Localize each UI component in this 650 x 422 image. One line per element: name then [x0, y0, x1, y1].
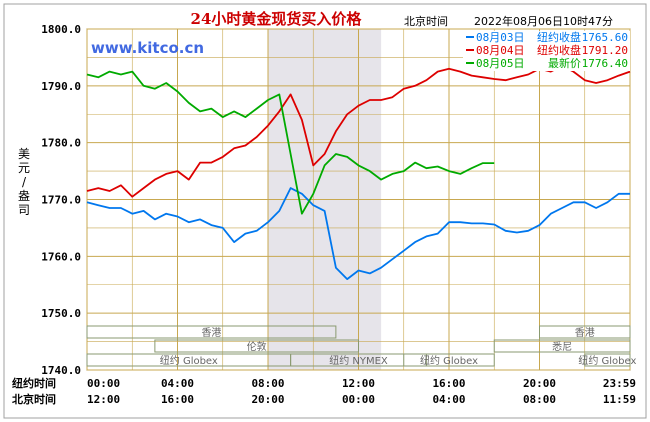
market-session-label: 纽约 Globex	[420, 354, 478, 367]
market-session-label: 纽约 NYMEX	[329, 354, 388, 367]
y-axis-label-4: 盎	[18, 189, 30, 203]
y-axis-ticks: 1800.0 1790.0 1780.0 1770.0 1760.0 1750.0 1740…	[41, 23, 81, 377]
market-session-box	[584, 353, 631, 367]
x-tick-label: 16:00	[432, 377, 465, 390]
x-tick-label: 23:59	[603, 377, 636, 390]
market-session-label: 纽约 Globex	[160, 354, 218, 367]
market-session-label: 悉尼	[552, 341, 572, 353]
market-session-box	[539, 325, 631, 339]
x-tick-label: 16:00	[161, 393, 194, 406]
x-tick-label: 04:00	[432, 393, 465, 406]
legend-text: 最新价	[548, 56, 581, 70]
legend-value: 1776.40	[582, 57, 628, 70]
market-session-box	[290, 353, 427, 367]
y-axis-label-1: 美	[18, 147, 30, 161]
x-tick-label: 00:00	[342, 393, 375, 406]
market-session-box	[154, 339, 359, 353]
market-session-box	[86, 325, 337, 339]
timestamp-label: 北京时间	[404, 14, 448, 28]
legend-name: 08月03日	[476, 31, 525, 44]
chart-title: 24小时黄金现货买入价格	[191, 10, 363, 28]
y-axis-label-5: 司	[18, 203, 30, 217]
y-tick-label: 1760.0	[41, 250, 81, 263]
site-watermark: www.kitco.cn	[91, 39, 204, 57]
x-tick-label: 12:00	[87, 393, 120, 406]
x-tick-label: 11:59	[603, 393, 636, 406]
legend-value: 1765.60	[582, 31, 628, 44]
market-session-label: 伦敦	[247, 340, 267, 353]
x-tick-label: 04:00	[161, 377, 194, 390]
y-tick-label: 1780.0	[41, 137, 81, 150]
x-tick-label: 00:00	[87, 377, 120, 390]
legend-text: 纽约收盘	[537, 30, 581, 44]
y-tick-label: 1790.0	[41, 80, 81, 93]
y-tick-label: 1740.0	[41, 364, 81, 377]
series-line-3	[86, 70, 495, 215]
timestamp: 2022年08月06日10时47分	[474, 14, 613, 28]
y-tick-label: 1750.0	[41, 307, 81, 320]
y-tick-label: 1800.0	[41, 23, 81, 36]
y-tick-label: 1770.0	[41, 194, 81, 207]
x-tick-label: 20:00	[523, 377, 556, 390]
series-line-1	[86, 187, 630, 281]
legend-name: 08月05日	[476, 57, 525, 70]
legend-value: 1791.20	[582, 44, 628, 57]
legend-background	[463, 31, 630, 71]
x-tick-label: 12:00	[342, 377, 375, 390]
y-axis-label-3: /	[22, 175, 27, 189]
x-tick-label: 08:00	[251, 377, 284, 390]
legend: 08月03日 纽约收盘 1765.60 08月04日 纽约收盘 1791.20 08月05日…	[463, 30, 630, 71]
market-session-label: 香港	[575, 327, 595, 339]
y-axis-label-2: 元	[18, 161, 30, 175]
grid-lines	[86, 28, 631, 371]
market-session-box	[403, 353, 495, 367]
x-row-label: 北京时间	[12, 392, 56, 406]
market-session-label: 纽约 Globex	[578, 354, 636, 367]
market-session-box	[493, 339, 631, 353]
legend-text: 纽约收盘	[537, 43, 581, 57]
legend-name: 08月04日	[476, 44, 525, 57]
market-session-label: 香港	[201, 327, 221, 339]
x-axis-ticks: 纽约时间 00:00 04:00 08:00 12:00 16:00 20:00 23:59 北…	[12, 376, 636, 406]
x-tick-label: 20:00	[251, 393, 284, 406]
x-row-label: 纽约时间	[12, 376, 56, 390]
x-tick-label: 08:00	[523, 393, 556, 406]
